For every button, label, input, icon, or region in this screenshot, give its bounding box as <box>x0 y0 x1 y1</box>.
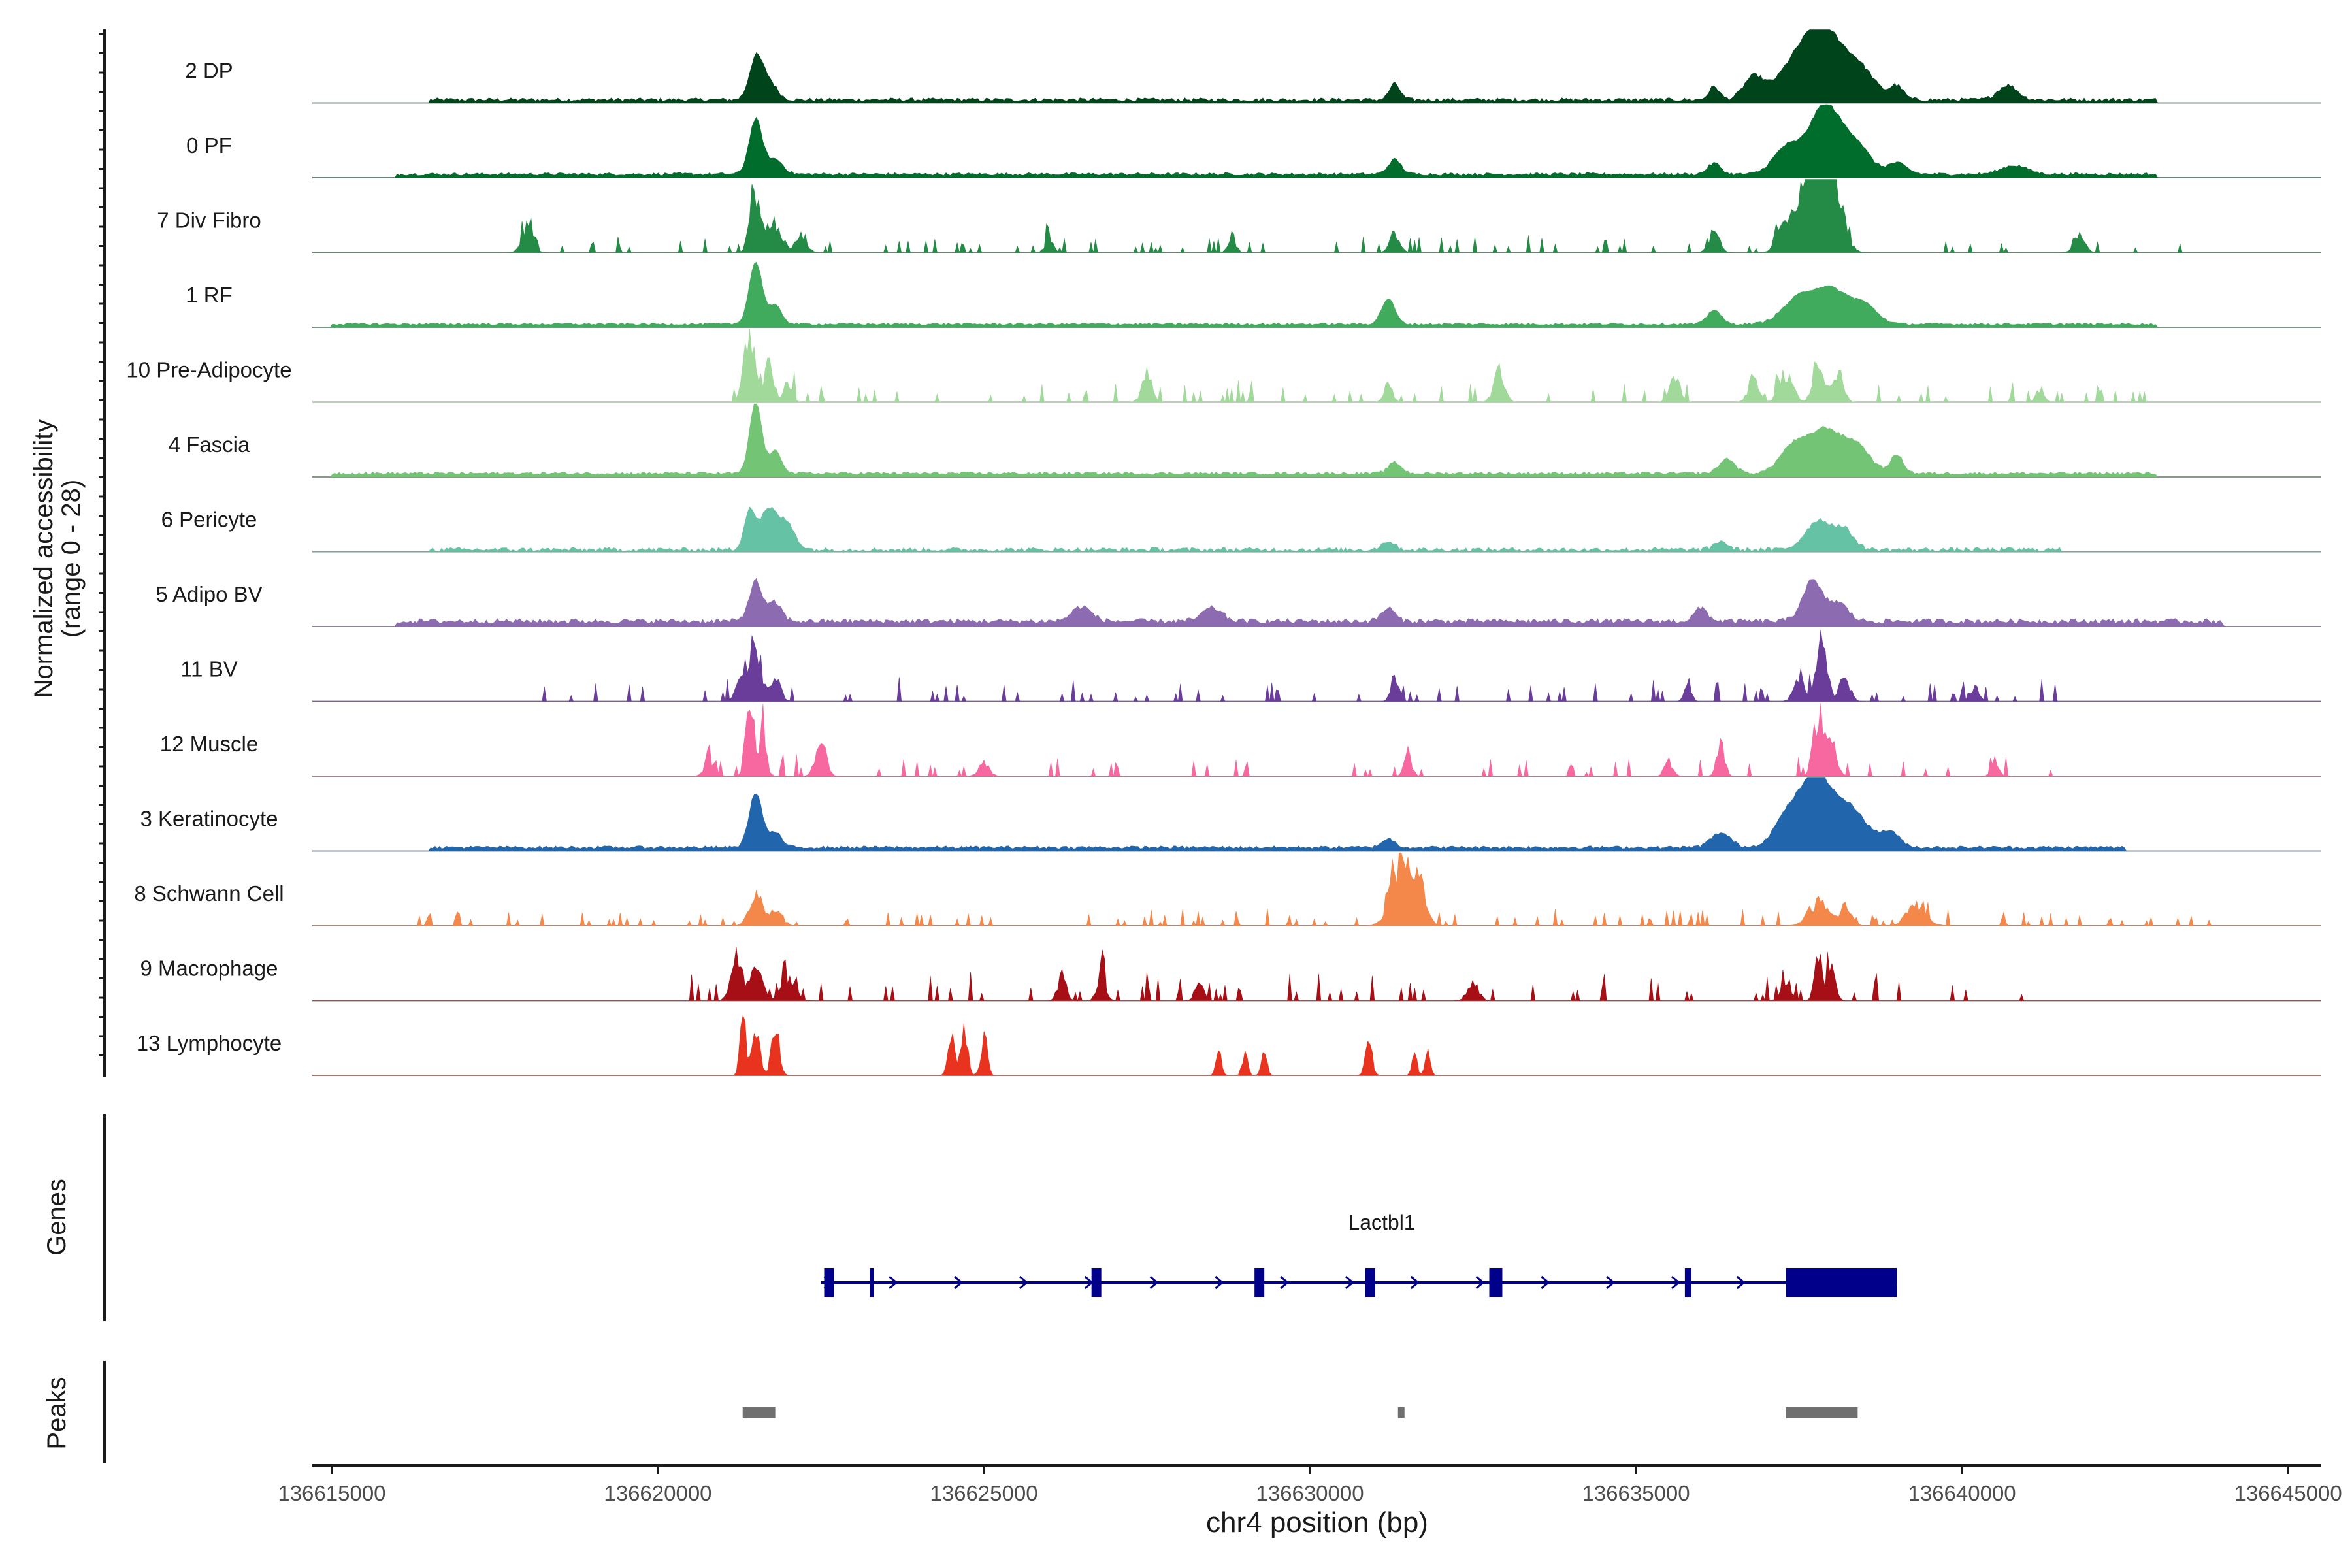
track-label: 8 Schwann Cell <box>134 881 284 906</box>
gene-exon <box>824 1268 834 1297</box>
x-tick-label: 136630000 <box>1256 1481 1364 1505</box>
gene-name-label: Lactbl1 <box>1348 1211 1415 1234</box>
track-5-adipo-bv: 5 Adipo BV <box>155 578 2321 627</box>
peak-regions <box>743 1407 1858 1418</box>
y-axis-label: Normalized accessibility <box>29 419 58 698</box>
x-tick-label: 136620000 <box>604 1481 711 1505</box>
track-label: 6 Pericyte <box>161 508 257 532</box>
track-label: 7 Div Fibro <box>157 208 261 233</box>
track-11-bv: 11 BV <box>180 630 2321 701</box>
track-label: 9 Macrophage <box>140 956 278 981</box>
gene-exon <box>1786 1268 1897 1297</box>
track-area <box>312 30 2321 103</box>
track-area <box>312 630 2321 701</box>
gene-exon <box>1489 1268 1502 1297</box>
track-label: 3 Keratinocyte <box>140 807 278 831</box>
track-4-fascia: 4 Fascia <box>169 404 2321 477</box>
x-tick-label: 136625000 <box>930 1481 1037 1505</box>
track-area <box>312 180 2321 253</box>
track-13-lymphocyte: 13 Lymphocyte <box>137 1015 2321 1075</box>
track-label: 4 Fascia <box>169 433 250 457</box>
peak-region <box>1786 1407 1858 1418</box>
peaks-panel-label: Peaks <box>42 1377 71 1449</box>
track-8-schwann-cell: 8 Schwann Cell <box>134 853 2321 926</box>
track-label: 1 RF <box>186 283 233 307</box>
y-axis-title: Normalized accessibility (range 0 - 28) <box>29 419 86 698</box>
x-axis-ticks: 136615000 136620000 136625000 136630000 1366… <box>278 1465 2342 1505</box>
track-area <box>312 404 2321 477</box>
track-2-dp: 2 DP <box>185 30 2321 103</box>
genes-panel-label: Genes <box>42 1179 71 1256</box>
gene-exon <box>1092 1268 1102 1297</box>
track-label: 5 Adipo BV <box>155 582 262 606</box>
track-label: 10 Pre-Adipocyte <box>126 358 291 382</box>
peak-region <box>743 1407 776 1418</box>
track-area <box>312 1015 2321 1075</box>
track-0-pf: 0 PF <box>186 105 2321 178</box>
track-area <box>312 578 2321 627</box>
track-area <box>312 329 2321 402</box>
gene-exon <box>1365 1268 1375 1297</box>
track-area <box>312 507 2321 552</box>
track-1-rf: 1 RF <box>186 262 2321 327</box>
gene-model <box>821 1268 1897 1297</box>
y-axis-range-label: (range 0 - 28) <box>57 480 86 638</box>
track-area <box>312 778 2321 851</box>
track-label: 0 PF <box>186 133 232 157</box>
track-area <box>312 853 2321 926</box>
x-tick-label: 136645000 <box>2234 1481 2342 1505</box>
x-tick-label: 136635000 <box>1582 1481 1690 1505</box>
track-label: 2 DP <box>185 59 233 83</box>
track-area <box>312 262 2321 327</box>
track-label: 11 BV <box>180 657 237 681</box>
track-label: 12 Muscle <box>160 732 258 756</box>
x-tick-label: 136640000 <box>1908 1481 2016 1505</box>
track-area <box>312 947 2321 1001</box>
track-area <box>312 703 2321 776</box>
track-7-div-fibro: 7 Div Fibro <box>157 180 2321 253</box>
accessibility-tracks: 2 DP 0 PF 7 Div Fibro 1 RF 10 Pre-Adipocyte 4… <box>126 30 2321 1076</box>
track-9-macrophage: 9 Macrophage <box>140 947 2321 1001</box>
gene-exon <box>870 1268 874 1297</box>
track-12-muscle: 12 Muscle <box>160 703 2321 776</box>
gene-exon <box>1254 1268 1264 1297</box>
track-10-pre-adipocyte: 10 Pre-Adipocyte <box>126 329 2321 402</box>
track-area <box>312 105 2321 178</box>
coverage-plot: Normalized accessibility (range 0 - 28) … <box>0 0 2352 1568</box>
track-6-pericyte: 6 Pericyte <box>161 507 2321 552</box>
x-tick-label: 136615000 <box>278 1481 385 1505</box>
track-3-keratinocyte: 3 Keratinocyte <box>140 778 2321 851</box>
peak-region <box>1398 1407 1405 1418</box>
track-label: 13 Lymphocyte <box>137 1031 282 1055</box>
x-axis-label: chr4 position (bp) <box>1206 1507 1428 1539</box>
gene-exon <box>1685 1268 1691 1297</box>
